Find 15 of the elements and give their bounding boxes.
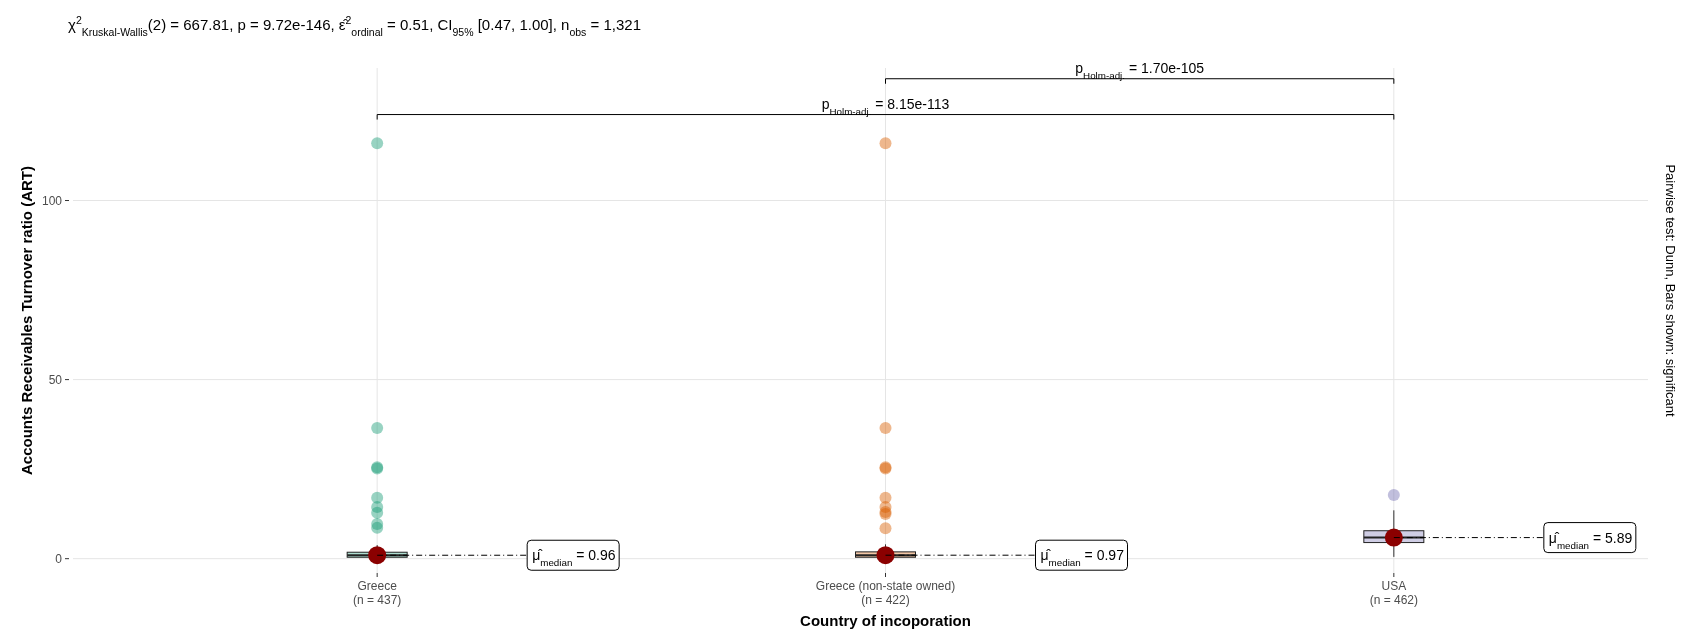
text: Pairwise test: Dunn, Bars shown: significant bbox=[1663, 164, 1678, 417]
text: χ$^{2}$$_{Kruskal-Wallis}$(2) = 667.81, p = 9.72e-146, ε̂$^{2}$$_{ordinal}$ = 0.51, CI$_{95%}$ [0.47, 1.00], n$_{obs}$ = 1,321 bbox=[68, 14, 642, 38]
annotation: p$_{Holm-adj.}$ = 8.15e-113 bbox=[821, 95, 950, 117]
annotation: μ̂$_{median}$ = 5.89 bbox=[1548, 529, 1633, 551]
x-tick-label: USA (n = 462) bbox=[1369, 579, 1419, 607]
annotation: μ̂$_{median}$ = 0.97 bbox=[1040, 547, 1125, 568]
x-tick-label: Greece (n = 437) bbox=[352, 579, 402, 607]
annotation: μ̂$_{median}$ = 0.96 bbox=[532, 547, 616, 568]
y-tick-label: 100 bbox=[41, 193, 63, 208]
y-tick-label: 50 bbox=[48, 372, 63, 387]
y-axis-title: Accounts Receivables Turnover ratio (ART) bbox=[18, 166, 35, 475]
x-axis-title: Country of incoporation bbox=[800, 612, 971, 629]
x-tick-label: Greece (non-state owned) (n = 422) bbox=[815, 579, 956, 607]
y-tick-label: 0 bbox=[55, 551, 63, 566]
annotation: p$_{Holm-adj.}$ = 1.70e-105 bbox=[1075, 59, 1205, 81]
